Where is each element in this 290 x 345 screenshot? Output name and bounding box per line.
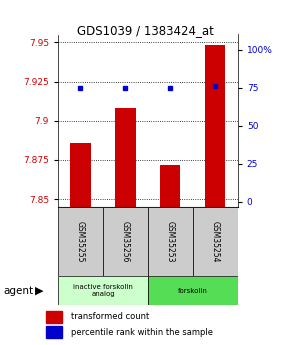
Text: forskolin: forskolin <box>178 288 208 294</box>
Text: GSM35255: GSM35255 <box>76 221 85 262</box>
Bar <box>46 326 62 338</box>
Text: inactive forskolin
analog: inactive forskolin analog <box>73 284 133 297</box>
Bar <box>205 46 225 207</box>
Text: GDS1039 / 1383424_at: GDS1039 / 1383424_at <box>77 24 213 37</box>
Bar <box>103 207 148 276</box>
Text: GSM35256: GSM35256 <box>121 221 130 262</box>
Bar <box>160 165 180 207</box>
Bar <box>58 276 148 305</box>
Bar <box>58 207 103 276</box>
Text: GSM35253: GSM35253 <box>166 221 175 262</box>
Bar <box>148 207 193 276</box>
Bar <box>70 143 90 207</box>
Text: agent: agent <box>3 286 33 296</box>
Bar <box>115 108 135 207</box>
Text: percentile rank within the sample: percentile rank within the sample <box>71 328 213 337</box>
Bar <box>148 276 238 305</box>
Bar <box>46 311 62 323</box>
Text: transformed count: transformed count <box>71 312 149 321</box>
Bar <box>193 207 238 276</box>
Text: ▶: ▶ <box>35 286 44 296</box>
Text: GSM35254: GSM35254 <box>211 221 220 262</box>
